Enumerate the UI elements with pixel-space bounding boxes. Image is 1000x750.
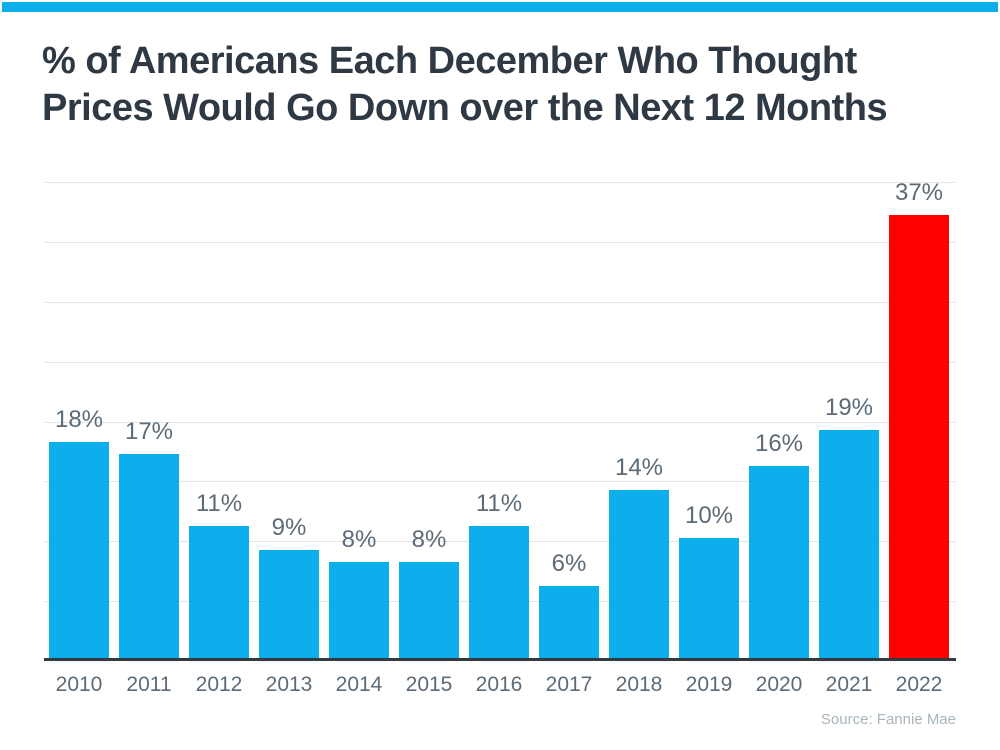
bar-2016: [469, 526, 529, 658]
bar-2022: [889, 215, 949, 658]
bar-value-label-2018: 14%: [614, 454, 664, 481]
bar-2010: [49, 442, 109, 658]
x-axis-label-2013: 2013: [265, 673, 313, 696]
bar-value-label-2012: 11%: [195, 490, 243, 517]
x-axis-label-2020: 2020: [755, 673, 803, 696]
x-axis-label-2018: 2018: [615, 673, 663, 696]
gridline-15pct: [44, 481, 956, 482]
bar-value-label-2020: 16%: [754, 430, 804, 457]
bar-value-label-2015: 8%: [411, 526, 447, 553]
x-axis-label-2021: 2021: [825, 673, 873, 696]
x-axis-label-2012: 2012: [195, 673, 243, 696]
chart-title-line1: % of Americans Each December Who Thought: [42, 40, 857, 82]
x-axis-labels: 2010 2011 2012 2013 2014 2015 2016 2017 2018 2019…: [44, 673, 956, 703]
x-axis-label-2022: 2022: [895, 673, 943, 696]
bar-value-label-2021: 19%: [824, 394, 874, 421]
bar-value-label-2014: 8%: [341, 526, 377, 553]
bar-value-label-2019: 10%: [684, 502, 734, 529]
brand-accent-bar: [2, 2, 998, 12]
gridline-30pct: [44, 302, 956, 303]
x-axis-label-2015: 2015: [405, 673, 453, 696]
bar-value-label-2011: 17%: [124, 418, 174, 445]
x-axis-label-2019: 2019: [685, 673, 733, 696]
gridline-20pct: [44, 422, 956, 423]
x-axis-label-2017: 2017: [545, 673, 593, 696]
bar-2021: [819, 430, 879, 658]
chart-title-line2: Prices Would Go Down over the Next 12 Mo…: [42, 87, 888, 129]
bar-2014: [329, 562, 389, 658]
gridline-35pct: [44, 242, 956, 243]
bar-chart-plot-area: 18% 17% 11% 9% 8% 8% 11% 6% 14% 10% 16% 19% 37%: [44, 179, 956, 661]
bar-2020: [749, 466, 809, 658]
gridline-25pct: [44, 362, 956, 363]
bar-2018: [609, 490, 669, 658]
source-note: Source: Fannie Mae: [820, 711, 956, 728]
bar-2019: [679, 538, 739, 658]
bar-value-label-2013: 9%: [271, 514, 307, 541]
x-axis-label-2011: 2011: [126, 673, 172, 696]
x-axis-label-2010: 2010: [55, 673, 103, 696]
bar-2015: [399, 562, 459, 658]
bar-2011: [119, 454, 179, 658]
bar-value-label-2017: 6%: [551, 550, 587, 577]
bar-value-label-2016: 11%: [475, 490, 523, 517]
bar-2013: [259, 550, 319, 658]
gridline-40pct: [44, 182, 956, 183]
x-axis-label-2016: 2016: [475, 673, 523, 696]
bar-2017: [539, 586, 599, 658]
bar-2012: [189, 526, 249, 658]
chart-title: % of Americans Each December Who Thought…: [42, 38, 962, 132]
bar-value-label-2022: 37%: [894, 179, 944, 206]
bar-value-label-2010: 18%: [54, 406, 104, 433]
x-axis-label-2014: 2014: [335, 673, 383, 696]
